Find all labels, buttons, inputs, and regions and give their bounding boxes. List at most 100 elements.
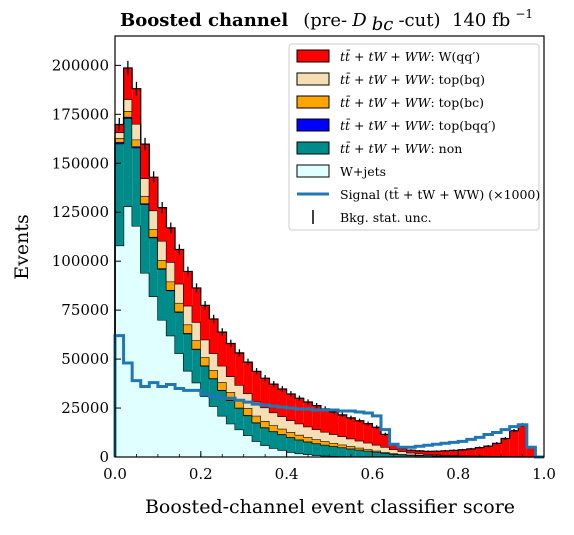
- bar: [209, 319, 218, 353]
- y-tick-label: 75000: [61, 301, 109, 319]
- bar: [227, 343, 236, 376]
- chart-title-suffix-prefix: (pre-: [303, 10, 347, 31]
- bar: [295, 435, 304, 440]
- bar: [372, 445, 381, 451]
- bar: [338, 436, 347, 444]
- bar: [158, 241, 167, 260]
- bar: [381, 447, 390, 452]
- bar: [278, 389, 287, 416]
- bar: [252, 423, 261, 442]
- bar: [209, 370, 218, 378]
- bar: [149, 238, 158, 297]
- bar: [287, 437, 296, 452]
- legend-label: tt̄ + tW + WW: non: [340, 140, 462, 156]
- bar: [287, 432, 296, 437]
- legend-swatch: [297, 96, 329, 108]
- legend-label: W+jets: [340, 164, 386, 179]
- bar: [295, 424, 304, 435]
- bar: [227, 424, 236, 457]
- bar: [338, 448, 347, 457]
- bar: [175, 303, 184, 312]
- bar: [269, 412, 278, 425]
- bar: [252, 371, 261, 401]
- bar: [244, 408, 253, 415]
- bar: [493, 443, 502, 456]
- bar: [235, 408, 244, 430]
- bar: [124, 111, 133, 117]
- bar: [295, 398, 304, 423]
- bar: [295, 440, 304, 454]
- bar: [166, 282, 175, 290]
- bar: [175, 353, 184, 457]
- bar: [347, 439, 356, 447]
- y-tick-label: 50000: [61, 350, 109, 368]
- bar: [278, 429, 287, 434]
- x-tick-label: 0.2: [189, 465, 213, 483]
- y-axis-ticks: 0250005000075000100000125000150000175000…: [52, 56, 121, 466]
- bar: [244, 435, 253, 457]
- bar: [201, 340, 210, 358]
- legend-label: Bkg. stat. unc.: [340, 210, 432, 225]
- bar: [321, 445, 330, 456]
- bar: [175, 312, 184, 353]
- bar: [132, 140, 141, 147]
- bar: [364, 424, 373, 443]
- bar: [304, 437, 313, 441]
- bar: [321, 409, 330, 432]
- chart-title-suffix-post: -cut): [398, 10, 440, 31]
- bar: [269, 425, 278, 431]
- bar: [261, 408, 270, 422]
- legend-label: Signal (tt̄ + tW + WW) (×1000): [340, 186, 540, 202]
- bar: [355, 421, 364, 441]
- bar: [355, 450, 364, 457]
- bar: [192, 322, 201, 340]
- bar: [115, 144, 124, 246]
- bar: [132, 124, 141, 140]
- bar: [278, 416, 287, 428]
- bar: [312, 443, 321, 455]
- bar: [192, 349, 201, 382]
- bar: [218, 416, 227, 457]
- bar: [158, 269, 167, 320]
- y-tick-label: 150000: [52, 154, 109, 172]
- legend-swatch: [297, 73, 329, 85]
- bar: [510, 431, 519, 456]
- bar: [312, 429, 321, 439]
- luminosity-label: 140 fb −1: [452, 7, 533, 31]
- bar: [184, 271, 193, 305]
- legend-label: tt̄ + tW + WW: top(bqq′): [340, 117, 496, 133]
- bar: [175, 284, 184, 303]
- bar: [269, 432, 278, 449]
- bar: [184, 325, 193, 334]
- bar: [166, 336, 175, 457]
- bar: [330, 434, 339, 443]
- legend-swatch: [297, 50, 329, 62]
- bar: [235, 430, 244, 457]
- bar: [209, 406, 218, 457]
- y-tick-label: 100000: [52, 252, 109, 270]
- bar: [218, 366, 227, 382]
- luminosity-exponent: −1: [515, 7, 533, 21]
- bar: [201, 305, 210, 339]
- bar: [149, 229, 158, 237]
- bar: [364, 443, 373, 449]
- legend-swatch: [297, 165, 329, 177]
- bar: [227, 400, 236, 423]
- x-axis-label: Boosted-channel event classifier score: [145, 496, 515, 518]
- bar: [166, 262, 175, 281]
- bar: [132, 148, 141, 226]
- bar: [338, 415, 347, 437]
- bar: [261, 428, 270, 446]
- y-tick-label: 25000: [61, 399, 109, 417]
- bar: [227, 376, 236, 392]
- bar: [192, 288, 201, 322]
- bar: [218, 390, 227, 415]
- bar: [278, 434, 287, 450]
- chart-title-suffix-subscript: bc: [372, 14, 394, 35]
- x-tick-label: 0.8: [446, 465, 470, 483]
- bar: [278, 450, 287, 457]
- bar: [149, 210, 158, 229]
- legend-swatch: [297, 142, 329, 154]
- bar: [287, 452, 296, 457]
